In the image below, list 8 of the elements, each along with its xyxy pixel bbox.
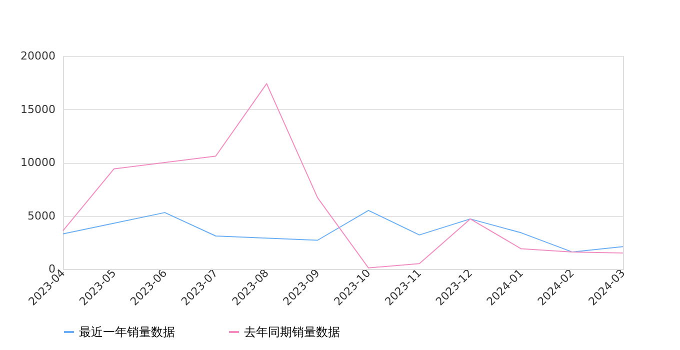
- line-series: [62, 210, 624, 252]
- y-tick-label: 20000: [20, 50, 56, 62]
- y-tick-label: 5000: [28, 209, 56, 222]
- y-tick-label: 10000: [20, 156, 56, 169]
- line-series: [62, 83, 624, 268]
- legend-label: 最近一年销量数据: [79, 325, 175, 339]
- y-tick-label: 15000: [20, 102, 56, 116]
- legend-label: 去年同期销量数据: [244, 325, 340, 339]
